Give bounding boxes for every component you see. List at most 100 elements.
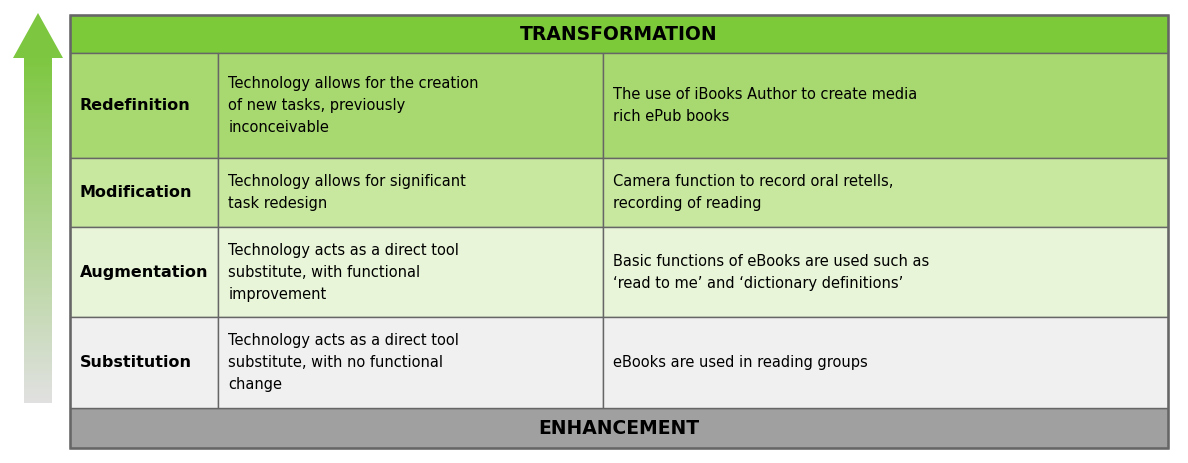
Bar [24,274,52,276]
Bar [24,180,52,182]
Bar [24,398,52,400]
Bar [24,118,52,120]
Bar [24,348,52,350]
Bar [24,63,52,65]
Bar [70,227,219,318]
Text: ENHANCEMENT: ENHANCEMENT [538,419,700,438]
Bar [24,329,52,332]
Bar [24,136,52,138]
Bar [24,191,52,194]
Bar [24,343,52,345]
Bar [24,370,52,373]
Bar [24,306,52,309]
Bar [24,207,52,210]
Bar [24,235,52,238]
Bar [24,366,52,369]
Bar [24,106,52,109]
Bar [24,60,52,63]
Bar [24,246,52,249]
Bar [24,150,52,152]
Text: eBooks are used in reading groups: eBooks are used in reading groups [613,355,867,370]
Bar [24,269,52,272]
Bar [24,127,52,129]
Bar [24,111,52,113]
Bar [24,304,52,307]
Bar [24,194,52,196]
Bar [24,359,52,362]
Bar [24,143,52,145]
Bar [24,265,52,267]
Bar [70,53,219,158]
Bar [219,53,602,158]
Bar [24,387,52,389]
Bar [24,94,52,97]
Bar [24,362,52,364]
Bar [24,148,52,150]
Bar [24,357,52,359]
Bar [24,88,52,90]
Bar [24,350,52,352]
Bar [24,297,52,300]
Bar [24,161,52,164]
Bar [24,256,52,258]
Bar [24,221,52,224]
Bar [24,129,52,131]
Bar [24,67,52,69]
Bar [24,290,52,293]
Bar [24,85,52,88]
Bar [24,217,52,219]
Bar [70,318,219,408]
Bar [24,187,52,189]
Bar [24,308,52,311]
Bar [24,232,52,235]
Bar [24,108,52,111]
Bar [24,210,52,212]
Bar [24,65,52,67]
Bar [219,227,602,318]
Bar [24,196,52,198]
Bar [602,53,1168,158]
Bar [24,97,52,100]
Bar [24,260,52,263]
Bar [24,141,52,143]
Bar [24,394,52,396]
Bar [24,168,52,171]
Bar [24,364,52,366]
Text: Modification: Modification [80,185,192,200]
Text: Technology acts as a direct tool
substitute, with no functional
change: Technology acts as a direct tool substit… [228,333,459,393]
Bar [24,228,52,231]
Bar [24,382,52,385]
Bar [24,327,52,329]
Bar [24,72,52,74]
Bar [24,396,52,398]
Bar [24,325,52,327]
Bar [24,239,52,242]
Bar [24,352,52,355]
Bar [24,368,52,371]
Bar [24,258,52,260]
Bar [24,336,52,338]
Bar [24,313,52,316]
Bar [24,320,52,323]
Bar [24,154,52,157]
Bar [24,76,52,79]
Bar [24,69,52,72]
Bar [24,225,52,228]
Bar [24,279,52,281]
Bar [24,173,52,175]
Bar [24,125,52,127]
Bar [602,227,1168,318]
Bar [24,332,52,334]
Bar [24,198,52,200]
Bar [24,134,52,136]
Bar [24,230,52,233]
Bar [24,177,52,180]
Bar [24,224,52,226]
Bar [24,263,52,265]
Bar [24,184,52,187]
Bar [24,90,52,93]
Bar [24,205,52,207]
Bar [24,375,52,378]
Bar [24,212,52,214]
Bar [24,113,52,115]
